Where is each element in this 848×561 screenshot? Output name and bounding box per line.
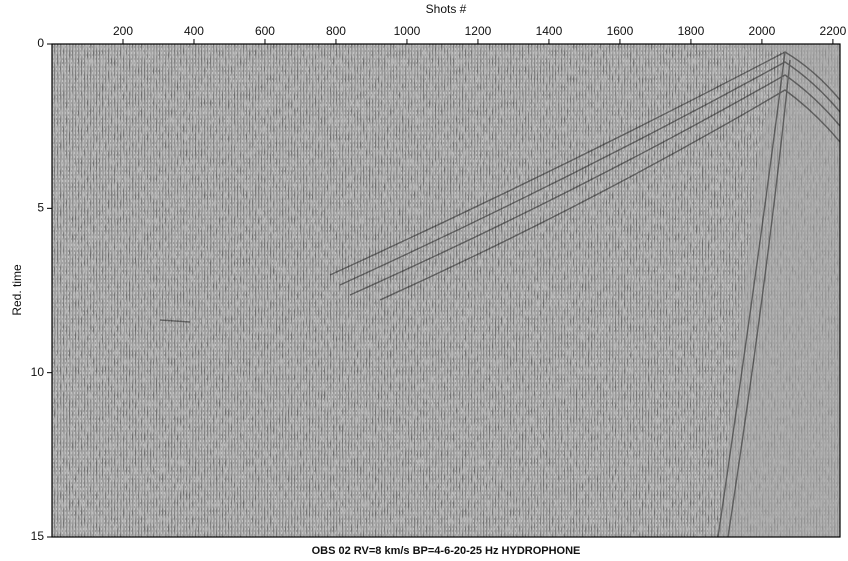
x-axis-label: Shots #	[426, 2, 467, 16]
y-tick-label: 5	[37, 201, 44, 215]
x-tick-label: 800	[326, 24, 346, 38]
x-tick-label: 1800	[678, 24, 705, 38]
x-tick-label: 2200	[820, 24, 847, 38]
x-tick-label: 2000	[749, 24, 776, 38]
y-axis-label: Red. time	[10, 264, 24, 316]
x-tick-label: 1600	[607, 24, 634, 38]
y-tick-label: 0	[37, 36, 44, 50]
seismic-image	[52, 44, 840, 537]
y-tick-label: 10	[31, 365, 45, 379]
plot-frame	[51, 43, 841, 538]
y-tick-label: 15	[31, 529, 45, 543]
x-tick-label: 400	[184, 24, 204, 38]
x-tick-label: 1200	[465, 24, 492, 38]
x-tick-label: 200	[113, 24, 133, 38]
x-tick-label: 600	[255, 24, 275, 38]
x-tick-label: 1000	[394, 24, 421, 38]
x-tick-label: 1400	[536, 24, 563, 38]
chart-title: OBS 02 RV=8 km/s BP=4-6-20-25 Hz HYDROPH…	[312, 545, 581, 557]
